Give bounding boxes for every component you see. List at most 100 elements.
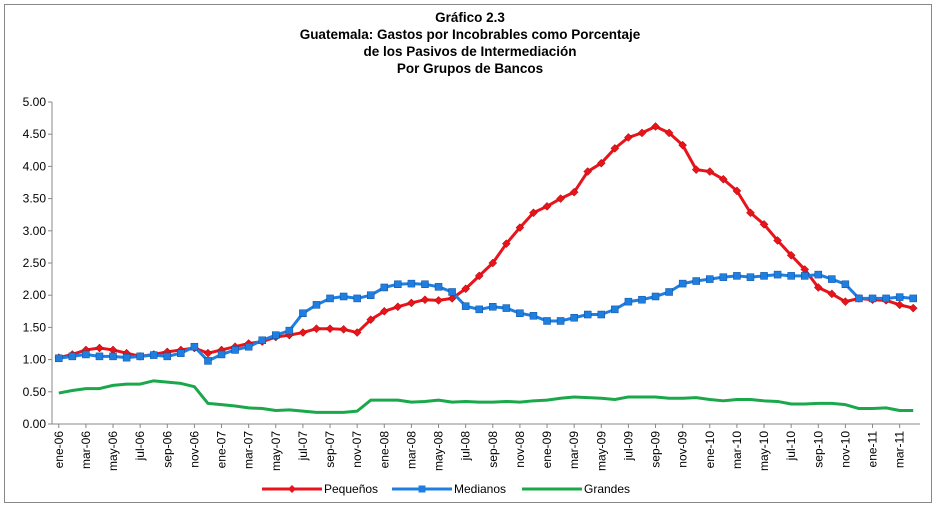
marker [746,208,755,218]
marker [556,317,565,325]
marker [691,165,701,174]
marker [583,167,593,176]
series-line [58,273,914,363]
x-tick-label: nov-10 [838,431,852,468]
x-tick-label: ene-06 [52,431,66,469]
legend-marker [288,485,296,493]
marker [394,280,402,289]
marker [732,186,742,196]
marker [841,280,850,289]
marker [597,310,606,319]
marker [217,350,226,359]
marker [488,258,498,268]
marker [638,295,646,304]
marker [231,346,239,354]
x-tick-label: ene-07 [215,431,229,469]
marker [149,351,158,359]
marker [448,288,456,296]
y-tick-label: 0.50 [23,385,47,399]
marker [353,294,361,303]
x-tick-label: mar-10 [730,431,744,469]
y-tick-label: 3.00 [23,224,47,238]
marker [407,298,416,308]
marker [95,352,104,361]
marker [692,277,700,285]
x-tick-label: jul-06 [133,431,147,462]
marker [706,275,714,283]
marker [177,349,185,357]
x-tick-label: sep-08 [486,431,500,468]
marker [82,350,90,359]
marker [285,326,294,335]
marker [204,357,212,365]
marker [244,342,253,351]
chart-title: de los Pasivos de Intermediación [363,44,576,59]
marker [611,305,619,314]
marker [773,236,782,245]
marker [109,352,117,361]
x-tick-label: mar-11 [893,431,907,468]
series-line [58,379,914,414]
x-tick-label: nov-09 [676,431,690,468]
marker [163,352,172,361]
x-tick-label: ene-11 [866,431,880,468]
marker [461,302,470,310]
x-tick-label: may-09 [594,431,608,471]
marker [272,331,280,339]
marker [298,328,308,337]
legend-label: Pequeños [324,482,378,496]
marker [543,317,551,325]
marker [664,128,674,138]
x-tick-label: mar-09 [567,431,581,469]
x-tick-label: may-10 [757,431,771,471]
marker [55,354,63,363]
marker [665,288,673,296]
x-tick-label: mar-07 [242,431,256,469]
marker [678,279,687,288]
series-line [58,124,914,360]
y-tick-label: 0.00 [23,417,47,431]
marker [895,300,905,310]
marker [759,220,769,229]
marker [434,295,443,305]
marker [529,208,538,218]
x-tick-label: jul-07 [296,431,310,462]
marker [379,306,389,316]
marker [882,294,890,303]
marker [502,304,511,312]
x-tick-label: may-08 [432,431,446,471]
marker [501,239,511,249]
marker [312,301,321,309]
x-tick-label: jul-08 [459,431,473,462]
marker [678,140,688,150]
marker [339,292,348,301]
chart-title: Gráfico 2.3 [435,10,505,25]
x-tick-label: ene-09 [540,431,554,469]
marker [814,270,823,279]
marker [827,289,837,299]
marker [909,294,917,303]
marker [596,158,606,168]
marker [326,294,334,303]
marker [868,294,877,303]
marker [719,273,728,281]
marker [122,353,131,362]
x-tick-label: may-07 [269,431,283,471]
x-tick-label: ene-08 [377,431,391,469]
marker [624,133,633,142]
marker [855,294,863,303]
marker [583,310,592,319]
marker [637,128,647,138]
marker [895,293,904,301]
y-tick-label: 1.00 [23,353,47,367]
marker [760,272,768,280]
marker [651,292,660,301]
marker [624,297,633,306]
x-tick-label: may-06 [106,431,120,471]
marker [529,312,538,320]
x-tick-label: nov-08 [513,431,527,468]
marker [366,291,375,299]
y-tick-label: 1.50 [23,320,47,334]
x-tick-label: mar-06 [79,431,93,469]
legend-label: Medianos [454,482,506,496]
